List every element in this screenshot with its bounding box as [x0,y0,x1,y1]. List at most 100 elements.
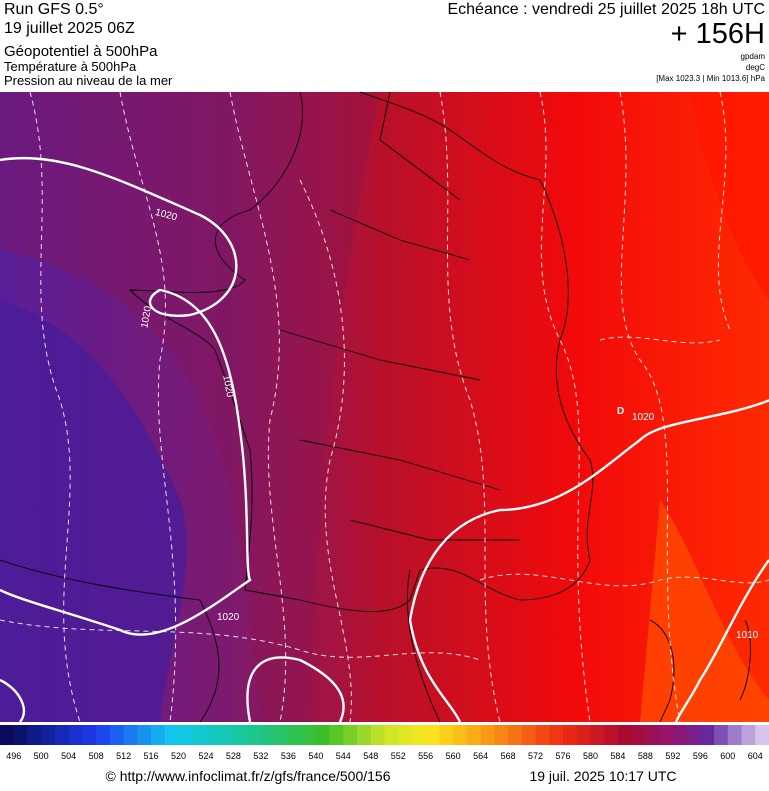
colorbar-swatch [164,725,180,745]
isobar-label: 1020 [139,305,154,329]
colorbar-swatch [247,725,262,745]
colorbar-swatch [631,725,646,745]
colorbar-swatch [260,725,276,745]
colorbar-tick-label: 596 [693,751,708,761]
colorbar-tick-label: 548 [363,751,378,761]
colorbar-tick-label: 552 [391,751,406,761]
colorbar-tick-label: 500 [34,751,49,761]
colorbar-swatch [576,725,591,745]
colorbar-tick-label: 536 [281,751,296,761]
colorbar-swatch [714,725,729,745]
colorbar-swatch [672,725,688,745]
run-title: Run GFS 0.5° [4,1,104,18]
colorbar-swatch [466,725,482,745]
colorbar-tick-label: 520 [171,751,186,761]
lead-time: + 156H [671,18,765,50]
run-date: 19 juillet 2025 06Z [4,20,135,37]
colorbar-tick-label: 604 [748,751,763,761]
map [0,91,769,723]
colorbar-swatch [741,725,756,745]
colorbar-swatch [315,725,331,745]
colorbar-swatch [700,725,715,745]
colorbar-tick-label: 524 [198,751,213,761]
colorbar-swatch [288,725,303,745]
colorbar-swatch [205,725,221,745]
colorbar-tick-label: 504 [61,751,76,761]
colorbar-swatch [727,725,743,745]
colorbar-tick-label: 564 [473,751,488,761]
colorbar-tick-label: 560 [446,751,461,761]
colorbar-tick-label: 600 [720,751,735,761]
low-marker: D [617,406,624,417]
colorbar-swatch [343,725,358,745]
colorbar-swatch [137,725,152,745]
colorbar-swatch [123,725,138,745]
colorbar-swatch [0,725,15,745]
colorbar-tick-label: 532 [253,751,268,761]
colorbar-swatch [659,725,674,745]
unit: [Max 1023.3 | Min 1013.6] hPa [656,74,765,83]
colorbar-swatch [645,725,660,745]
isobar-label: 1020 [217,612,240,623]
colorbar-tick-label: 540 [308,751,323,761]
colorbar-swatch [219,725,234,745]
colorbar-swatch [357,725,372,745]
colorbar-tick-label: 528 [226,751,241,761]
colorbar: 496 500 504 508 512 516 520 524 528 532 536 540 544 5… [0,725,769,761]
colorbar-swatch [411,725,427,745]
colorbar-swatch [151,725,166,745]
colorbar-swatch [549,725,564,745]
echeance: Echéance : vendredi 25 juillet 2025 18h … [447,1,765,18]
colorbar-swatch [617,725,633,745]
colorbar-swatch [370,725,385,745]
colorbar-swatch [302,725,317,745]
colorbar-tick-label: 496 [6,751,21,761]
colorbar-tick-label: 588 [638,751,653,761]
isobar-label: 1010 [736,630,759,641]
colorbar-swatch [54,725,70,745]
colorbar-tick-label: 592 [665,751,680,761]
colorbar-tick-label: 512 [116,751,131,761]
isobar-label: 1020 [220,374,235,398]
colorbar-swatch [109,725,125,745]
colorbar-swatch [27,725,42,745]
colorbar-swatch [178,725,193,745]
colorbar-swatch [41,725,56,745]
colorbar-swatch [521,725,537,745]
colorbar-swatch [535,725,550,745]
colorbar-swatch [755,725,769,745]
colorbar-tick-label: 544 [336,751,351,761]
colorbar-tick-label: 584 [610,751,625,761]
colorbar-swatch [82,725,97,745]
colorbar-tick-label: 572 [528,751,543,761]
colorbar-swatch [590,725,605,745]
colorbar-swatch [439,725,454,745]
colorbar-swatch [398,725,413,745]
colorbar-tick-label: 568 [501,751,516,761]
colorbar-tick-label: 580 [583,751,598,761]
colorbar-swatch [384,725,399,745]
field-name: Température à 500hPa [4,59,137,74]
colorbar-tick-label: 576 [556,751,571,761]
colorbar-swatch [480,725,495,745]
colorbar-swatch [233,725,248,745]
footer-timestamp: 19 juil. 2025 10:17 UTC [529,768,676,784]
colorbar-swatch [329,725,344,745]
colorbar-swatch [274,725,289,745]
colorbar-tick-label: 556 [418,751,433,761]
footer-source: © http://www.infoclimat.fr/z/gfs/france/… [106,768,391,784]
colorbar-swatch [425,725,440,745]
header: Run GFS 0.5° 19 juillet 2025 06Z Géopote… [4,1,766,88]
colorbar-swatch [494,725,509,745]
colorbar-tick-label: 516 [144,751,159,761]
colorbar-swatch [604,725,619,745]
colorbar-swatch [453,725,468,745]
field-name: Géopotentiel à 500hPa [4,43,158,60]
colorbar-swatch [686,725,701,745]
colorbar-swatch [68,725,83,745]
colorbar-swatch [192,725,207,745]
colorbar-swatch [96,725,111,745]
field-name: Pression au niveau de la mer [4,73,173,88]
unit: degC [746,63,765,72]
